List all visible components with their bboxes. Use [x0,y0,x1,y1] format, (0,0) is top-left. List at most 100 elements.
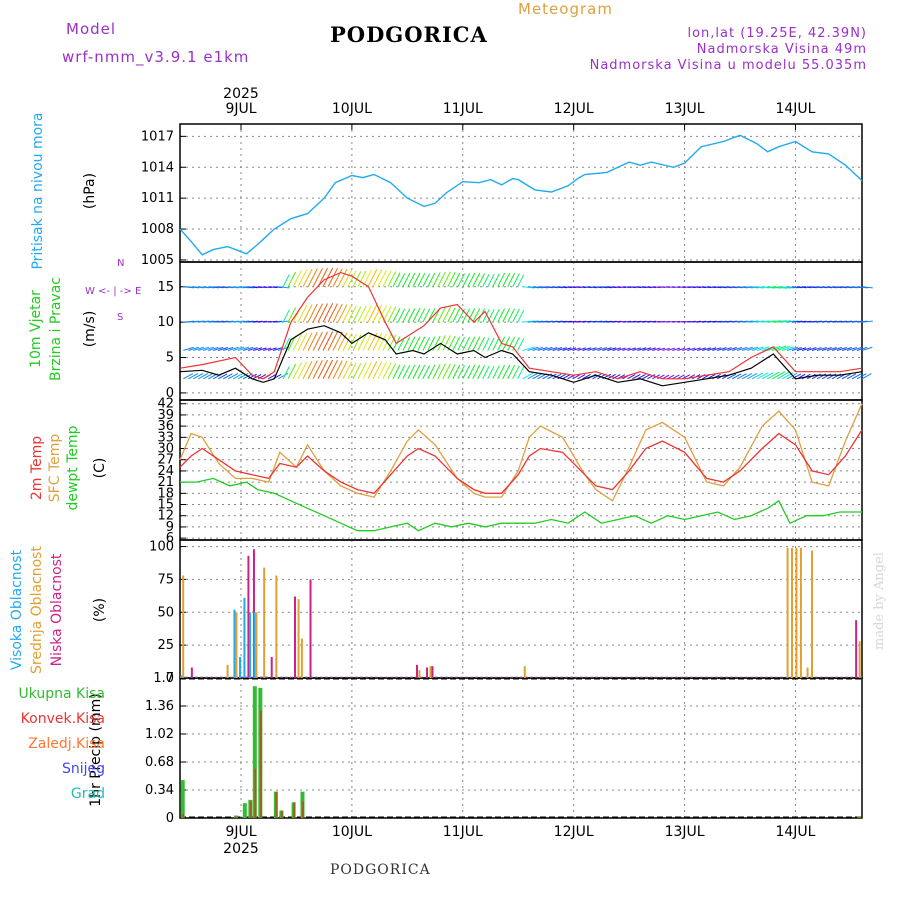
wind-arrow [337,360,348,379]
wind-arrow [622,347,631,351]
wind-arrow [607,347,617,351]
wind-arrow [352,306,362,323]
wind-arrow [312,303,323,323]
wind-arrow [447,307,456,323]
wind-arrow [442,335,451,351]
wind-arrow [851,373,862,380]
wind-arrow [347,305,357,323]
wind-arrow [317,303,328,323]
legend-snow: Snijeg [61,761,105,777]
wind-arrow [647,347,656,351]
wind-arrow [786,346,799,351]
coords-text: lon,lat (19.25E, 42.39N) [687,26,867,41]
wind-arrow [612,347,622,351]
wind-arrow [742,346,753,351]
wind-arrow [816,347,827,351]
precip-bar-conv [235,816,238,818]
wind-arrow [692,347,701,351]
y-tick-label: 12 [157,509,174,524]
wind-arrow [537,346,548,351]
wind-arrow [617,347,626,351]
cloud-bar-high [180,675,183,678]
x-tick-label-top: 11JUL [443,101,483,117]
x-tick-label-bottom: 9JUL [225,824,256,840]
year-label-bottom: 2025 [223,841,259,857]
y-tick-label: 36 [157,419,174,434]
wind-arrow [826,347,837,351]
wind-arrow [677,374,685,380]
wind-arrow [572,347,581,351]
wind-arrow [422,336,431,351]
wind-arrow [771,371,786,380]
wind-arrow [836,347,847,351]
wind-arrow [577,347,586,351]
wind-arrow [362,305,372,323]
wind-arrow [791,373,802,380]
wind-arrow [387,306,397,323]
wind-arrow [437,306,446,323]
wind-arrow [322,303,334,323]
wind-arrow [183,373,194,380]
sfctemp-line [179,403,863,502]
wind-arrow [362,361,372,379]
wind-arrow [727,347,737,351]
wind-arrow [642,373,651,380]
panel-frame [179,539,863,679]
wind-arrow [597,347,608,351]
wind-arrow [801,347,812,351]
x-tick-label-bottom: 13JUL [665,824,705,840]
wind-arrow [377,333,387,351]
wind-arrow [846,373,857,380]
wind-arrow [302,332,313,351]
cloud-bar-low [270,656,273,678]
wind-arrow [517,274,525,287]
wind-arrow [287,307,297,323]
wind-arrow [732,346,743,351]
wind-arrow [412,272,421,287]
temp2m-line [179,429,863,495]
wind-arrow [357,270,367,287]
wind-arrow [512,308,520,323]
precip-bar-conv [259,710,262,818]
wind-arrow [223,373,233,380]
wind-arrow [712,347,722,351]
y-tick-label: 25 [157,638,174,653]
wind-arrow [297,269,308,287]
wind-arrow [507,365,516,379]
wind-arrow [337,304,348,323]
y-tick-label: 39 [157,408,174,423]
cloud-bar-mid [799,547,802,678]
wind-arrow [392,307,401,323]
wind-arrow [247,373,258,380]
wind-arrow [707,347,717,351]
wind-arrow [273,347,283,351]
x-tick-label-bottom: 10JUL [332,824,372,840]
cloud-bar-mid [858,641,861,678]
wind-arrow [277,372,289,380]
wind-arrow [208,346,219,351]
wind-arrow [407,336,416,351]
wind-arrow [442,363,451,379]
wind-arrow [477,336,486,351]
wind-arrow [332,360,343,379]
wind-arrow [232,372,244,380]
wind-arrow [557,347,567,351]
wind-arrow [841,347,852,351]
cloud-bar-high [243,597,246,678]
wind-arrow [292,333,302,351]
y-tick-label: 0.68 [145,755,174,770]
wind-arrow [527,346,539,351]
wind-arrow [547,373,557,380]
wind-arrow [213,346,224,351]
wind-arrow [851,346,863,351]
wind-arrow [347,334,357,351]
wind-arrow [387,271,397,287]
x-tick-label-bottom: 12JUL [554,824,594,840]
y-tick-label: 1.7 [153,671,174,686]
wind-arrow [756,372,769,380]
wind-arrow [357,305,367,323]
y-tick-label: 50 [157,605,174,620]
wind-arrow [282,274,290,287]
wind-arrow [278,286,290,289]
wind-arrow [342,333,353,351]
